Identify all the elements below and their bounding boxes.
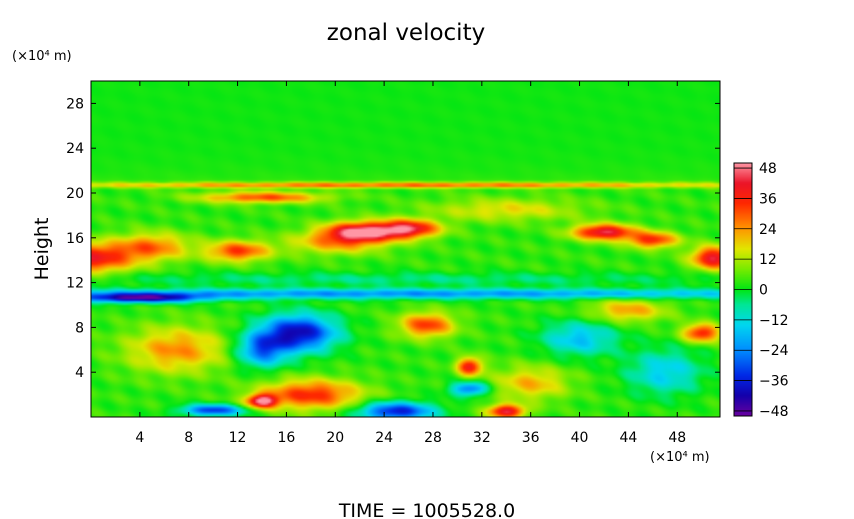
x-tick-label: 12: [229, 430, 247, 446]
x-tick-label: 36: [522, 430, 540, 446]
x-tick-label: 4: [135, 430, 144, 446]
y-axis-label: Height: [31, 218, 53, 281]
x-tick-label: 28: [424, 430, 442, 446]
y-axis-unit: (×10⁴ m): [12, 49, 72, 64]
colorbar-tick-label: 0: [759, 283, 768, 299]
y-tick-label: 24: [66, 141, 84, 157]
colorbar-ticks: 48 36 24 12 0 −12 −24 −36 −48: [734, 161, 789, 420]
colorbar-tick-label: 36: [759, 191, 777, 207]
y-tick-label: 12: [66, 276, 84, 292]
colorbar-tick-label: −48: [759, 404, 789, 420]
x-tick-label: 48: [668, 430, 686, 446]
y-tick-label: 16: [66, 231, 84, 247]
y-tick-label: 20: [66, 186, 84, 202]
y-tick-label: 8: [75, 320, 84, 336]
x-tick-label: 44: [619, 430, 637, 446]
colorbar-tick-label: −36: [759, 374, 789, 390]
colorbar-tick-label: 12: [759, 252, 777, 268]
x-tick-label: 24: [375, 430, 393, 446]
heatmap-plot-area: [90, 80, 721, 418]
y-axis-ticks: 4 8 12 16 20 24 28: [66, 96, 720, 381]
x-axis-unit: (×10⁴ m): [650, 450, 710, 465]
x-tick-label: 40: [571, 430, 589, 446]
velocity-heatmap-image: [91, 81, 720, 417]
x-tick-label: 16: [278, 430, 296, 446]
time-label: TIME = 1005528.0: [338, 500, 515, 519]
plot-frame: [90, 80, 721, 418]
y-tick-label: 28: [66, 96, 84, 112]
colorbar-tick-label: −12: [759, 313, 789, 329]
x-tick-label: 20: [326, 430, 344, 446]
x-tick-label: 32: [473, 430, 491, 446]
chart-title: zonal velocity: [327, 20, 485, 46]
colorbar-tick-label: 24: [759, 222, 777, 238]
y-tick-label: 4: [75, 365, 84, 381]
colorbar-tick-label: 48: [759, 161, 777, 177]
x-axis-ticks: 4 8 12 16 20 24 28 32 36 40 44 48: [135, 81, 686, 446]
colorbar: 48 36 24 12 0 −12 −24 −36 −48: [733, 161, 789, 420]
x-tick-label: 8: [184, 430, 193, 446]
colorbar-tick-label: −24: [759, 343, 789, 359]
